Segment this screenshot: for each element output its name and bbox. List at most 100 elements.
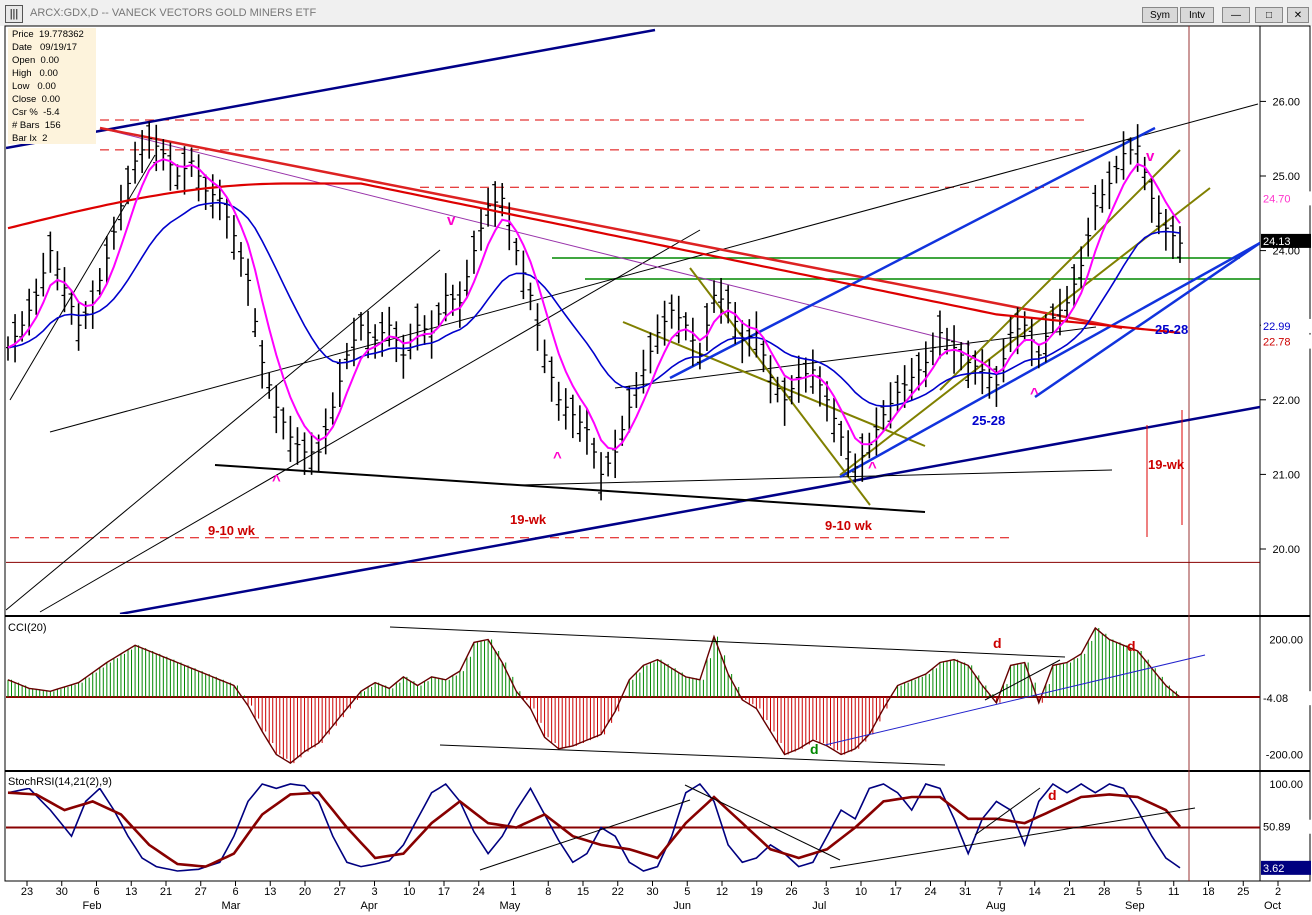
trend-line (6, 249, 441, 611)
price-bar (576, 405, 583, 442)
price-bar (40, 252, 47, 297)
price-bar (230, 215, 237, 260)
x-tick-label: 31 (959, 886, 971, 898)
title-bar (0, 0, 1312, 26)
price-bar (273, 385, 280, 434)
channel-line (839, 241, 1260, 479)
price-bar (936, 310, 943, 359)
price-bar (1078, 246, 1085, 288)
stoch-signal-line (7, 791, 1181, 868)
sym-button[interactable]: Sym (1142, 7, 1178, 23)
cci-annotation: d (810, 741, 819, 757)
info-row: Close 0.00 (12, 94, 61, 105)
price-bar (414, 303, 421, 351)
cci-title-bg (6, 620, 52, 634)
info-row: Bar Ix 2 (12, 133, 48, 144)
y-tick-label: 25.00 (1272, 171, 1300, 183)
price-annotation: ^ (868, 459, 877, 476)
cci-trend-line (984, 659, 1061, 701)
price-bar (329, 392, 336, 425)
x-tick-label: 20 (299, 886, 311, 898)
price-bar (873, 407, 880, 456)
price-bar (12, 314, 19, 363)
month-label: Sep (1125, 900, 1145, 912)
price-bar (125, 165, 132, 205)
cci-trend-line (439, 744, 946, 766)
trend-line (119, 405, 1260, 614)
price-bar (110, 216, 117, 250)
x-tick-label: 23 (21, 886, 33, 898)
x-tick-label: 1 (510, 886, 516, 898)
price-bar (1049, 303, 1056, 335)
close-button[interactable]: ✕ (1287, 7, 1309, 23)
price-bar (838, 420, 845, 456)
month-label: Oct (1264, 900, 1281, 912)
price-bar (96, 268, 103, 295)
minimize-button[interactable]: — (1222, 7, 1250, 23)
price-bar (435, 302, 442, 328)
price-bar (499, 183, 506, 217)
price-annotation: 25-28 (1155, 322, 1188, 337)
price-bar (47, 231, 54, 273)
price-bar (252, 308, 259, 337)
cci-histogram (7, 628, 1177, 764)
price-bar (703, 303, 710, 351)
price-bar (478, 208, 485, 251)
cci-line (7, 626, 1181, 764)
x-tick-label: 22 (612, 886, 624, 898)
price-bar (245, 258, 252, 306)
price-bar (139, 130, 146, 174)
window-title: ARCX:GDX,D -- VANECK VECTORS GOLD MINERS… (30, 7, 317, 19)
cci-annotation: d (1127, 638, 1136, 654)
x-tick-label: 10 (855, 886, 867, 898)
price-bar (1113, 155, 1120, 184)
price-bar (400, 334, 407, 379)
price-bar (972, 350, 979, 385)
price-bar (809, 349, 816, 394)
price-bar (160, 139, 167, 171)
price-bar (492, 181, 499, 227)
price-annotation: 19-wk (1148, 457, 1185, 472)
stoch-current-tag (1261, 819, 1311, 834)
price-bar (146, 121, 153, 159)
y-tick-label: 21.00 (1272, 469, 1300, 481)
cci-trend-line (389, 626, 1066, 658)
stoch-title-bg (6, 774, 130, 788)
x-tick-label: 27 (334, 886, 346, 898)
price-bar (1162, 208, 1169, 251)
x-tick-label: 21 (160, 886, 172, 898)
price-bar (322, 408, 329, 455)
price-bar (1155, 195, 1162, 235)
price-bar (979, 349, 986, 395)
price-tag-label: 22.78 (1263, 337, 1291, 349)
price-bar (1035, 343, 1042, 369)
intv-button[interactable]: Intv (1180, 7, 1214, 23)
price-bar (732, 302, 739, 345)
stoch-trend-line (684, 784, 841, 861)
maximize-button[interactable]: □ (1255, 7, 1283, 23)
price-bar (103, 235, 110, 284)
price-bar (1007, 316, 1014, 353)
price-bar (767, 355, 774, 404)
price-bar (654, 314, 661, 354)
price-bar (237, 242, 244, 277)
price-bar (259, 340, 266, 389)
price-bar (308, 432, 315, 475)
y-tick-label: 20.00 (1272, 544, 1300, 556)
x-tick-label: 13 (264, 886, 276, 898)
price-bar (442, 273, 449, 322)
price-bar (358, 312, 365, 341)
info-panel: Price 19.778362 Date 09/19/17 Open 0.00 … (8, 28, 96, 144)
trend-line (6, 28, 656, 150)
price-bar (1106, 161, 1113, 210)
price-bar (583, 408, 590, 455)
info-row: Low 0.00 (12, 81, 56, 92)
channel-line (939, 149, 1181, 391)
cci-current-tag (1261, 691, 1311, 706)
price-bar (725, 285, 732, 324)
x-tick-label: 5 (1136, 886, 1142, 898)
y-tick-label: 24.00 (1272, 246, 1300, 258)
price-bar (379, 312, 386, 357)
x-tick-label: 14 (1029, 886, 1041, 898)
window-icon[interactable]: ||| (5, 5, 23, 23)
